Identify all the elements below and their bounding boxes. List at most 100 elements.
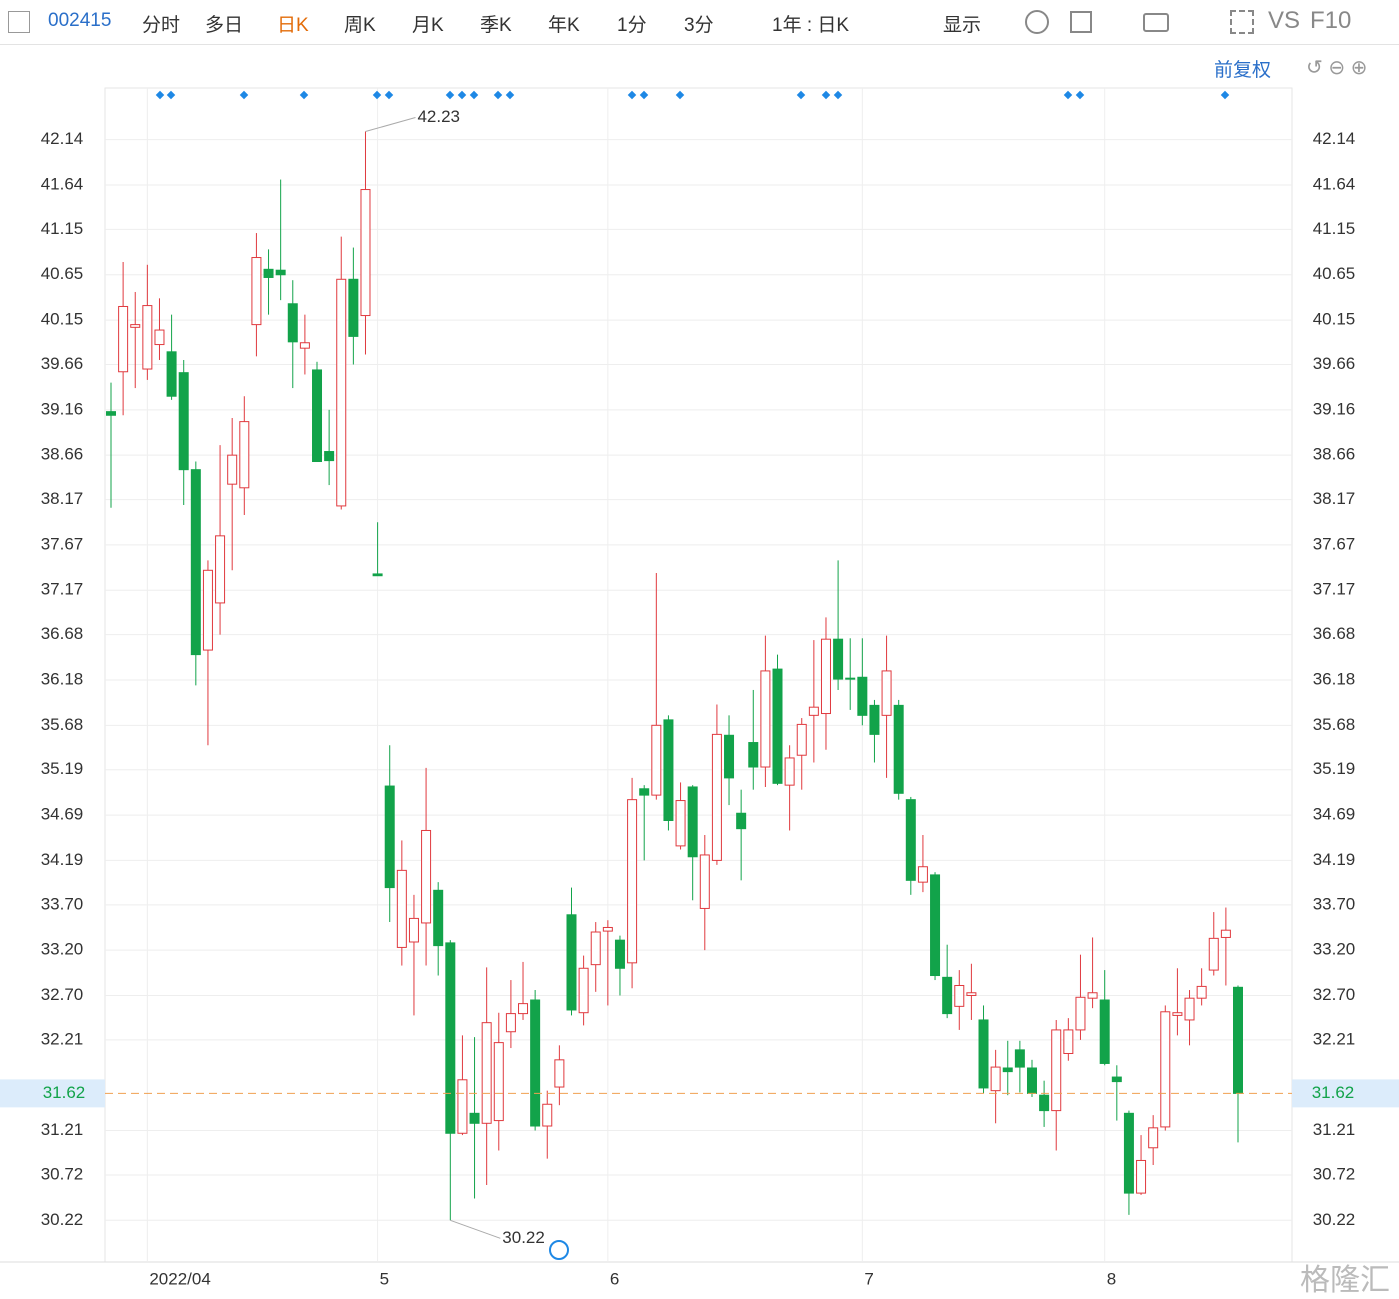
candle-body (760, 670, 771, 768)
candle-body (312, 369, 323, 463)
candle-body (1123, 1112, 1134, 1194)
candle-body (372, 573, 383, 577)
leader-line (365, 117, 416, 132)
candle-body (917, 866, 928, 883)
y-tick-label: 35.19 (41, 759, 84, 778)
max-label: 42.23 (417, 107, 460, 126)
tab[interactable]: 1分 (617, 15, 647, 36)
x-tick-label: 6 (610, 1269, 619, 1288)
y2-tick-label: 33.20 (1313, 940, 1356, 959)
event-marker (639, 90, 649, 100)
candle-body (554, 1059, 565, 1088)
shape-icon[interactable] (1070, 11, 1092, 33)
candle-body (881, 670, 892, 716)
event-marker (239, 90, 249, 100)
candle-body (1002, 1067, 1013, 1073)
adjust-button[interactable]: 前复权 (1214, 60, 1272, 81)
tab[interactable]: 多日 (205, 15, 244, 36)
candle-body (287, 303, 298, 343)
event-marker (627, 90, 637, 100)
vs-button[interactable]: VS (1268, 7, 1301, 34)
candle-body (202, 569, 213, 651)
candle-body (263, 268, 274, 278)
candle-body (711, 733, 722, 861)
event-marker (1075, 90, 1085, 100)
fullscreen-icon[interactable] (1230, 10, 1254, 34)
candle-body (1208, 937, 1219, 971)
y-tick-label: 38.66 (41, 445, 84, 464)
candle-body (796, 723, 807, 756)
candle-body (178, 372, 189, 471)
candle-body (336, 278, 347, 507)
x-tick-label: 8 (1107, 1269, 1116, 1288)
tab[interactable]: 日K (277, 15, 309, 36)
event-marker (493, 90, 503, 100)
f10-button[interactable]: F10 (1310, 7, 1352, 34)
y2-tick-label: 37.67 (1313, 534, 1356, 553)
candle-body (651, 724, 662, 796)
sidebar-toggle[interactable] (8, 11, 30, 33)
candle-body (808, 706, 819, 716)
candle-body (445, 942, 456, 1134)
tab[interactable]: 季K (480, 15, 512, 36)
tab[interactable]: 年K (548, 15, 580, 36)
candle-body (1160, 1011, 1171, 1128)
candle-body (505, 1013, 516, 1033)
y2-tick-label: 38.66 (1313, 445, 1356, 464)
candle-body (1184, 997, 1195, 1021)
candle-body (130, 324, 141, 328)
y-tick-label: 30.72 (41, 1164, 84, 1183)
stock-code[interactable]: 002415 (48, 10, 112, 31)
period-select[interactable]: 1年 : 日K (772, 15, 850, 36)
candle-body (820, 638, 831, 715)
candle-body (566, 914, 577, 1011)
candle-body (166, 351, 177, 397)
display-menu[interactable]: 显示 (943, 15, 982, 36)
y-tick-label: 33.70 (41, 894, 84, 913)
y2-tick-label: 30.22 (1313, 1210, 1356, 1229)
event-marker (166, 90, 176, 100)
last-price-box (1292, 1079, 1399, 1108)
candle-body (384, 785, 395, 889)
y2-tick-label: 40.65 (1313, 264, 1356, 283)
tab[interactable]: 月K (412, 15, 444, 36)
candle-body (1148, 1127, 1159, 1149)
tab[interactable]: 周K (344, 15, 376, 36)
y2-tick-label: 39.66 (1313, 354, 1356, 373)
event-marker (1220, 90, 1230, 100)
y-tick-label: 34.69 (41, 805, 84, 824)
y-tick-label: 41.15 (41, 219, 84, 238)
tab[interactable]: 3分 (684, 15, 714, 36)
y2-tick-label: 36.68 (1313, 624, 1356, 643)
candle-body (614, 939, 625, 969)
candle-body (857, 676, 868, 716)
camera-icon[interactable] (1143, 13, 1169, 32)
y-tick-label: 31.21 (41, 1120, 84, 1139)
y-tick-label: 42.14 (41, 129, 84, 148)
y2-tick-label: 42.14 (1313, 129, 1356, 148)
y-tick-label: 34.19 (41, 850, 84, 869)
candle-body (1136, 1159, 1147, 1194)
settings-icon[interactable] (1025, 10, 1049, 34)
candle-body (590, 931, 601, 966)
y-tick-label: 37.67 (41, 534, 84, 553)
y-tick-label: 41.64 (41, 174, 84, 193)
candle-body (469, 1112, 480, 1124)
candle-body (1014, 1049, 1025, 1068)
candle-body (869, 704, 880, 735)
event-marker (372, 90, 382, 100)
tab[interactable]: 分时 (142, 15, 181, 36)
candle-body (942, 976, 953, 1015)
candle-body (699, 854, 710, 909)
candle-body (493, 1042, 504, 1122)
y-tick-label: 39.16 (41, 399, 84, 418)
zoom-controls[interactable]: ↺ ⊖ ⊕ (1306, 57, 1368, 79)
last-price-label: 31.62 (1312, 1083, 1355, 1102)
candle-body (457, 1079, 468, 1134)
candle-body (348, 278, 359, 337)
x-tick-label: 5 (380, 1269, 389, 1288)
event-marker (675, 90, 685, 100)
candle-body (530, 999, 541, 1127)
candle-body (772, 668, 783, 784)
